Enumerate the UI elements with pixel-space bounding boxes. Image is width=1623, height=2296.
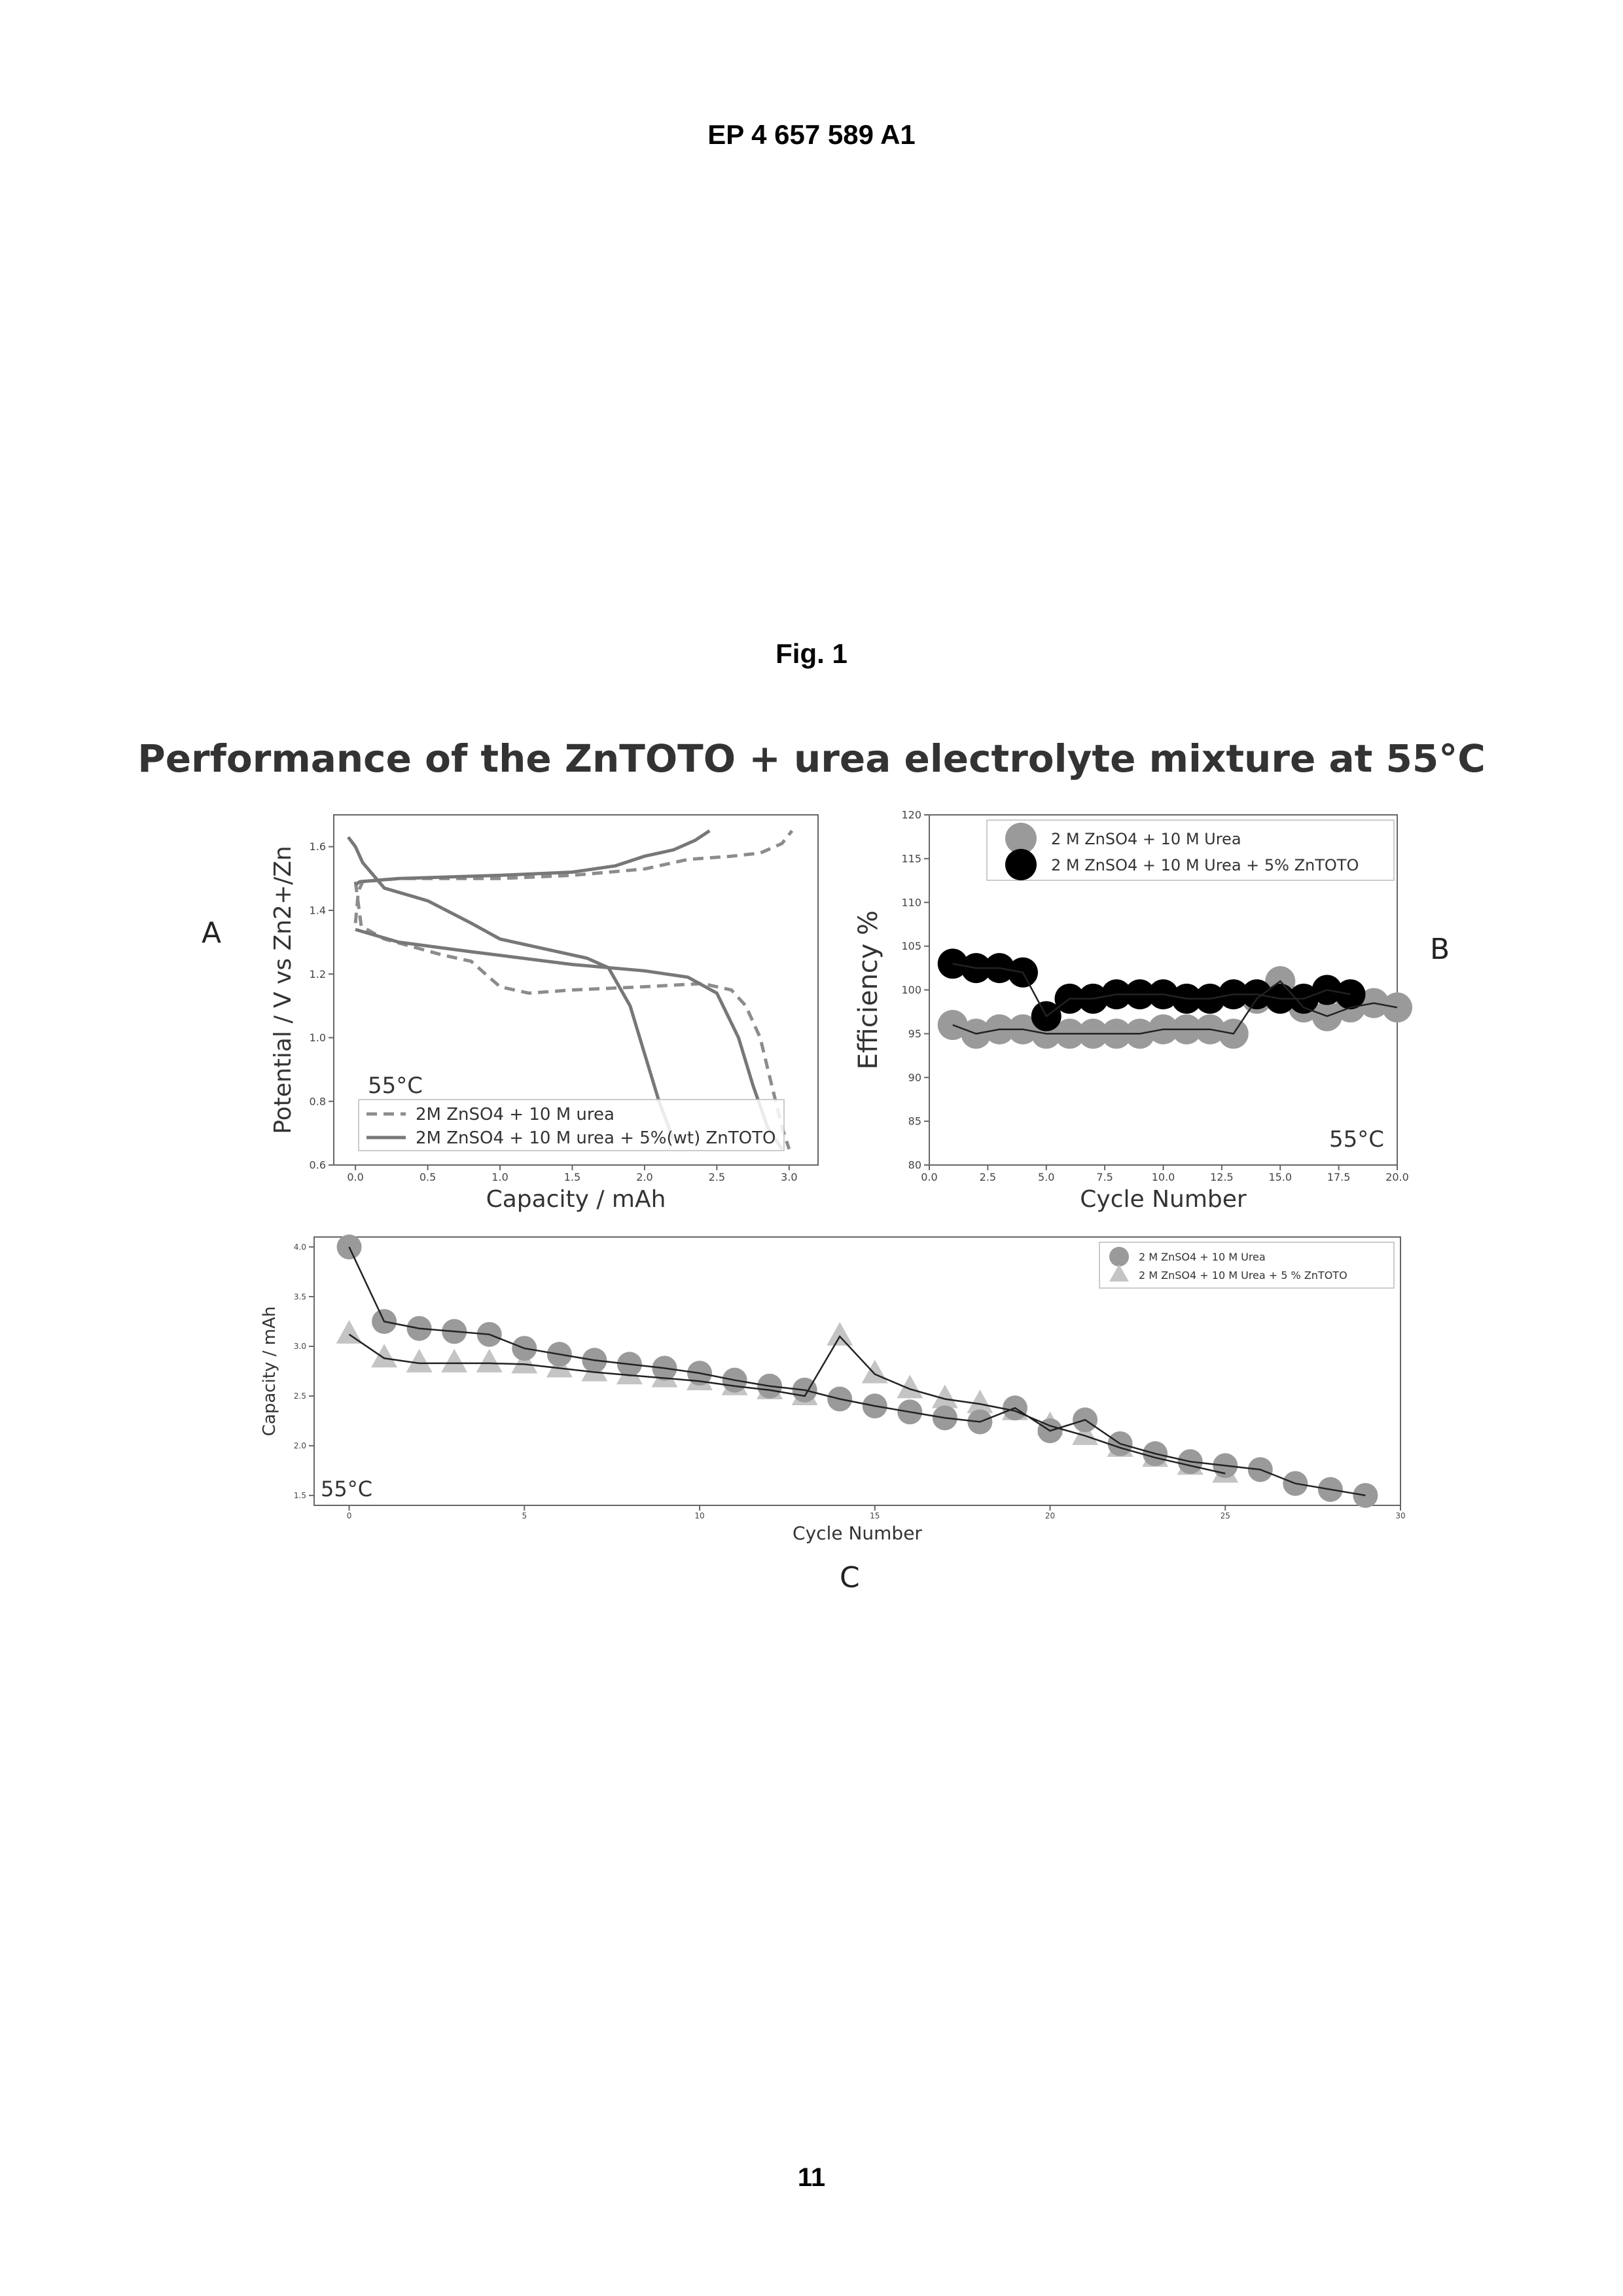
chart-c-series-2-line bbox=[348, 1333, 1226, 1475]
chart-a-xtick-label: 2.0 bbox=[636, 1171, 652, 1183]
chart-b-annotation: 55°C bbox=[1329, 1126, 1384, 1153]
chart-b-legend-label-2: 2 M ZnSO4 + 10 M Urea + 5% ZnTOTO bbox=[1051, 856, 1359, 874]
chart-a-ytick-label: 1.6 bbox=[310, 840, 326, 853]
chart-c-series-2-point bbox=[931, 1384, 958, 1408]
chart-b-xtick-label: 7.5 bbox=[1096, 1171, 1113, 1183]
chart-c: 0 5 10 15 20 25 30 1.5 2.0 2.5 3.0 3.5 4.0 Cycle Numb… bbox=[260, 1234, 1406, 1544]
chart-b-ytick-label: 90 bbox=[908, 1071, 921, 1084]
figure-caption: Fig. 1 bbox=[776, 638, 847, 669]
chart-c-series-1-line bbox=[348, 1246, 1366, 1497]
chart-b-ytick-label: 80 bbox=[908, 1159, 921, 1172]
chart-b-xtick-label: 5.0 bbox=[1038, 1171, 1054, 1183]
chart-a-xtick-label: 1.5 bbox=[564, 1171, 580, 1183]
chart-b-xtick-label: 17.5 bbox=[1327, 1171, 1351, 1183]
panel-label-c: C bbox=[840, 1561, 860, 1594]
chart-c-legend-swatch-1 bbox=[1109, 1247, 1129, 1266]
chart-b-ytick-label: 110 bbox=[901, 896, 921, 908]
chart-a-legend-label-1: 2M ZnSO4 + 10 M urea bbox=[416, 1105, 615, 1124]
chart-b-ylabel: Efficiency % bbox=[853, 910, 883, 1069]
chart-c-plot-frame bbox=[313, 1236, 1401, 1506]
chart-c-xtick-label: 30 bbox=[1395, 1511, 1405, 1520]
chart-c-series-2-point bbox=[1072, 1421, 1099, 1445]
chart-a-series-1-discharge-line bbox=[353, 881, 791, 1150]
chart-b-xtick-label: 2.5 bbox=[980, 1171, 996, 1183]
chart-b-ytick-label: 85 bbox=[908, 1115, 921, 1128]
chart-b: 0.0 2.5 5.0 7.5 10.0 12.5 15.0 17.5 20.0 80 85 90 95… bbox=[853, 809, 1412, 1213]
chart-a-ytick-label: 1.2 bbox=[310, 968, 326, 980]
chart-b-legend-label-1: 2 M ZnSO4 + 10 M Urea bbox=[1051, 830, 1241, 848]
chart-b-ytick-label: 105 bbox=[901, 940, 921, 952]
chart-a-series-1-charge-line bbox=[353, 829, 794, 924]
chart-c-annotation: 55°C bbox=[321, 1477, 372, 1501]
chart-a-annotation: 55°C bbox=[368, 1073, 423, 1099]
chart-b-series-1-line bbox=[952, 980, 1398, 1035]
document-number: EP 4 657 589 A1 bbox=[707, 119, 916, 150]
chart-c-legend-label-1: 2 M ZnSO4 + 10 M Urea bbox=[1139, 1251, 1266, 1263]
chart-c-xtick-label: 15 bbox=[870, 1511, 880, 1520]
chart-a-xtick-label: 0.5 bbox=[419, 1171, 436, 1183]
chart-a: 0.0 0.5 1.0 1.5 2.0 2.5 3.0 0.6 0.8 1.0 1.2 1.4 1.6 C… bbox=[270, 814, 819, 1213]
chart-a-xtick-label: 3.0 bbox=[781, 1171, 797, 1183]
chart-c-ytick-label: 2.0 bbox=[294, 1441, 306, 1450]
chart-c-ytick-label: 2.5 bbox=[294, 1391, 306, 1401]
chart-a-xtick-label: 0.0 bbox=[347, 1171, 363, 1183]
chart-b-series-1-point bbox=[937, 1010, 968, 1040]
chart-c-series-2-point bbox=[967, 1390, 993, 1414]
chart-c-series-2-point bbox=[336, 1319, 363, 1344]
chart-c-series-2-point bbox=[827, 1321, 853, 1346]
chart-b-series-2-point bbox=[937, 948, 968, 979]
chart-c-legend-label-2: 2 M ZnSO4 + 10 M Urea + 5 % ZnTOTO bbox=[1139, 1269, 1347, 1282]
chart-a-legend-box bbox=[358, 1099, 785, 1151]
chart-a-xlabel: Capacity / mAh bbox=[486, 1186, 666, 1213]
chart-c-xtick-label: 5 bbox=[522, 1511, 527, 1520]
chart-a-ylabel: Potential / V vs Zn2+/Zn bbox=[270, 846, 296, 1134]
chart-c-xtick-label: 20 bbox=[1045, 1511, 1055, 1520]
chart-b-xtick-label: 10.0 bbox=[1152, 1171, 1175, 1183]
chart-a-ytick-label: 1.0 bbox=[310, 1031, 326, 1044]
chart-c-ylabel: Capacity / mAh bbox=[260, 1306, 279, 1437]
chart-c-ytick-label: 4.0 bbox=[294, 1242, 306, 1251]
chart-b-xtick-label: 15.0 bbox=[1268, 1171, 1292, 1183]
chart-c-xlabel: Cycle Number bbox=[793, 1522, 922, 1544]
chart-b-legend-swatch-2 bbox=[1005, 849, 1037, 880]
chart-b-xtick-label: 20.0 bbox=[1385, 1171, 1409, 1183]
chart-b-ytick-label: 120 bbox=[901, 809, 921, 821]
panel-label-b: B bbox=[1430, 933, 1450, 966]
chart-b-ytick-label: 115 bbox=[901, 852, 921, 865]
chart-c-series-2-point bbox=[406, 1348, 433, 1372]
page-number: 11 bbox=[797, 2163, 826, 2192]
chart-a-ytick-label: 1.4 bbox=[310, 905, 326, 917]
chart-a-xtick-label: 2.5 bbox=[709, 1171, 725, 1183]
chart-c-xtick-label: 0 bbox=[347, 1511, 352, 1520]
chart-c-series-2-point bbox=[441, 1348, 468, 1372]
chart-c-xtick-label: 10 bbox=[694, 1511, 704, 1520]
chart-c-xtick-label: 25 bbox=[1221, 1511, 1230, 1520]
chart-c-series-2-point bbox=[371, 1344, 398, 1368]
chart-a-ytick-label: 0.6 bbox=[310, 1159, 326, 1172]
chart-c-series-2-point bbox=[476, 1348, 503, 1372]
chart-b-xlabel: Cycle Number bbox=[1080, 1186, 1247, 1213]
chart-b-legend-box bbox=[986, 819, 1395, 881]
chart-b-ytick-label: 95 bbox=[908, 1028, 921, 1040]
chart-c-legend-box bbox=[1099, 1242, 1395, 1289]
chart-c-series-2-point bbox=[511, 1350, 538, 1374]
chart-a-xtick-label: 1.0 bbox=[491, 1171, 508, 1183]
chart-a-ytick-label: 0.8 bbox=[310, 1095, 326, 1107]
chart-a-plot-frame bbox=[333, 814, 819, 1166]
chart-b-xtick-label: 0.0 bbox=[921, 1171, 937, 1183]
chart-c-series-2-point bbox=[897, 1374, 923, 1399]
chart-a-series-2-discharge-line bbox=[347, 836, 675, 1140]
panel-label-a: A bbox=[202, 916, 222, 950]
chart-c-legend-swatch-2 bbox=[1109, 1265, 1129, 1282]
chart-c-ytick-label: 3.0 bbox=[294, 1342, 306, 1351]
chart-c-ytick-label: 1.5 bbox=[294, 1491, 306, 1500]
figure-title: Performance of the ZnTOTO + urea electro… bbox=[137, 736, 1486, 781]
chart-b-xtick-label: 12.5 bbox=[1210, 1171, 1234, 1183]
chart-a-legend-label-2: 2M ZnSO4 + 10 M urea + 5%(wt) ZnTOTO bbox=[416, 1128, 776, 1148]
chart-b-ytick-label: 100 bbox=[901, 984, 921, 996]
chart-b-series-2-line bbox=[952, 963, 1351, 1018]
chart-b-legend-swatch-1 bbox=[1005, 823, 1037, 854]
chart-c-ytick-label: 3.5 bbox=[294, 1292, 306, 1301]
